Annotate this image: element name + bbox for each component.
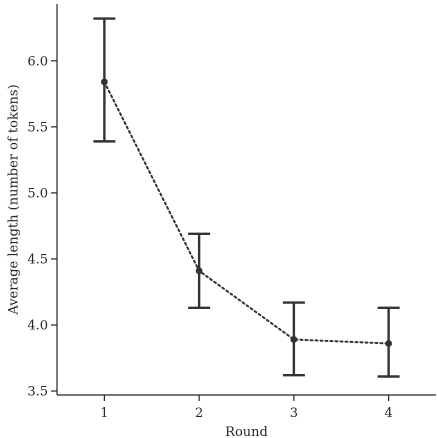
data-point <box>195 267 203 275</box>
y-tick-label: 3.5 <box>27 385 48 400</box>
data-point <box>290 336 298 343</box>
y-tick-label: 4.5 <box>27 252 48 267</box>
data-point <box>385 340 393 347</box>
y-tick-label: 4.0 <box>27 318 48 333</box>
y-axis-ticks: 3.5 4.0 4.5 5.0 5.5 6.0 <box>27 54 57 400</box>
x-axis-ticks: 1 2 3 4 <box>100 395 393 421</box>
y-axis-title: Average length (number of tokens) <box>7 84 22 315</box>
series-line <box>103 80 390 345</box>
y-tick-label: 5.5 <box>27 120 48 135</box>
x-tick-label: 3 <box>290 406 298 421</box>
series-layer <box>93 17 400 378</box>
y-tick-label: 6.0 <box>27 54 48 69</box>
y-tick-label: 5.0 <box>27 186 48 201</box>
x-axis-title: Round <box>225 425 268 438</box>
x-tick-label: 1 <box>100 406 108 421</box>
x-tick-label: 4 <box>384 406 392 421</box>
x-tick-label: 2 <box>195 406 203 421</box>
plot-area: 3.5 4.0 4.5 5.0 5.5 6.0 1 2 3 4 <box>27 4 436 421</box>
data-point <box>100 78 108 86</box>
